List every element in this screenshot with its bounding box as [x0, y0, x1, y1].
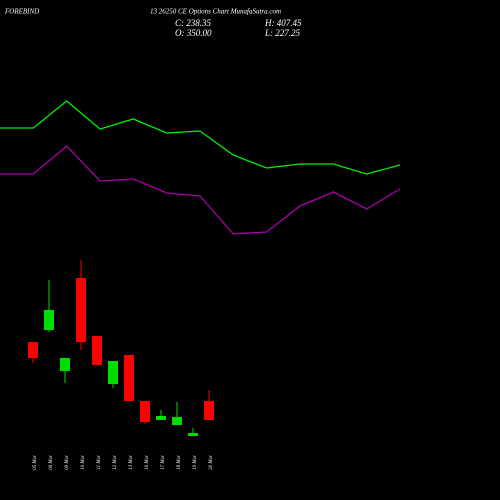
x-tick-label: 10 Mar [81, 455, 86, 470]
x-tick-label: 09 Mar [65, 455, 70, 470]
candle-body [92, 336, 102, 365]
candle-body [28, 342, 38, 358]
indicator-line [0, 145, 401, 235]
x-tick-label: 17 Mar [161, 455, 166, 470]
candle-body [140, 401, 150, 422]
x-tick-label: 20 Mar [209, 455, 214, 470]
x-tick-label: 06 Mar [49, 455, 54, 470]
candle-body [156, 416, 166, 420]
x-tick-label: 13 Mar [129, 455, 134, 470]
candle-body [188, 433, 198, 436]
candle-body [76, 278, 86, 342]
indicator-line [0, 100, 401, 175]
ohlc-high: H: 407.45 [264, 18, 302, 28]
ohlc-low: L: 227.25 [264, 28, 301, 38]
x-tick-label: 11 Mar [97, 455, 102, 470]
chart-subtitle: 13 26250 CE Options Chart MunafaSutra.co… [150, 8, 281, 16]
chart-title: FOREBIND [4, 8, 39, 16]
ohlc-close: C: 238.35 [175, 18, 212, 28]
x-tick-label: 12 Mar [113, 455, 118, 470]
candle-body [60, 358, 70, 371]
candle-body [204, 401, 214, 420]
candle-body [124, 355, 134, 401]
x-tick-label: 05 Mar [33, 455, 38, 470]
x-tick-label: 18 Mar [177, 455, 182, 470]
candle-body [172, 417, 182, 425]
candle-body [44, 310, 54, 330]
x-tick-label: 16 Mar [145, 455, 150, 470]
candle-body [108, 361, 118, 384]
ohlc-open: O: 350.00 [175, 28, 212, 38]
x-tick-label: 19 Mar [193, 455, 198, 470]
